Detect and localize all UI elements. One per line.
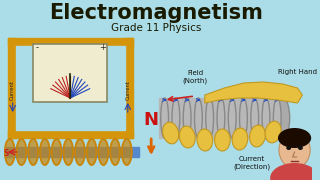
- Bar: [16, 46, 125, 130]
- Text: Electromagnetism: Electromagnetism: [49, 3, 263, 23]
- Ellipse shape: [206, 98, 213, 138]
- Ellipse shape: [265, 121, 281, 143]
- Ellipse shape: [250, 125, 265, 147]
- Ellipse shape: [183, 98, 191, 138]
- Bar: [5, 147, 140, 157]
- Bar: [159, 98, 283, 138]
- Ellipse shape: [99, 139, 108, 165]
- Text: Grade 11 Physics: Grade 11 Physics: [111, 23, 201, 33]
- Ellipse shape: [161, 98, 169, 138]
- Text: N: N: [144, 111, 159, 129]
- Ellipse shape: [278, 128, 311, 148]
- Ellipse shape: [232, 128, 248, 150]
- Text: +: +: [100, 43, 106, 52]
- Ellipse shape: [75, 139, 85, 165]
- Ellipse shape: [215, 129, 230, 151]
- Text: Current: Current: [10, 80, 15, 100]
- Ellipse shape: [217, 98, 225, 138]
- Ellipse shape: [273, 98, 281, 138]
- Bar: [33, 44, 107, 102]
- Ellipse shape: [110, 139, 120, 165]
- Ellipse shape: [240, 98, 247, 138]
- Ellipse shape: [195, 98, 202, 138]
- Bar: [125, 38, 133, 138]
- Ellipse shape: [172, 98, 180, 138]
- Ellipse shape: [276, 98, 290, 138]
- Ellipse shape: [122, 139, 132, 165]
- Ellipse shape: [270, 163, 319, 180]
- Text: Right Hand: Right Hand: [278, 69, 317, 75]
- Bar: [8, 38, 16, 138]
- Ellipse shape: [197, 129, 213, 151]
- Ellipse shape: [40, 139, 50, 165]
- Ellipse shape: [228, 98, 236, 138]
- Ellipse shape: [52, 139, 61, 165]
- Ellipse shape: [5, 139, 15, 165]
- Text: Current
(Direction): Current (Direction): [233, 156, 270, 170]
- Text: Field
(North): Field (North): [182, 70, 208, 84]
- Ellipse shape: [279, 132, 310, 168]
- Ellipse shape: [17, 139, 26, 165]
- Bar: [8, 38, 133, 46]
- Ellipse shape: [180, 126, 195, 148]
- Text: Current: Current: [125, 80, 130, 100]
- Ellipse shape: [63, 139, 73, 165]
- Ellipse shape: [286, 146, 291, 150]
- Ellipse shape: [163, 122, 179, 144]
- Ellipse shape: [251, 98, 259, 138]
- Polygon shape: [205, 82, 302, 103]
- Ellipse shape: [262, 98, 270, 138]
- Ellipse shape: [87, 139, 97, 165]
- Text: S: S: [4, 150, 9, 159]
- Bar: [8, 130, 133, 138]
- Ellipse shape: [28, 139, 38, 165]
- Text: -: -: [36, 43, 39, 52]
- Ellipse shape: [298, 146, 303, 150]
